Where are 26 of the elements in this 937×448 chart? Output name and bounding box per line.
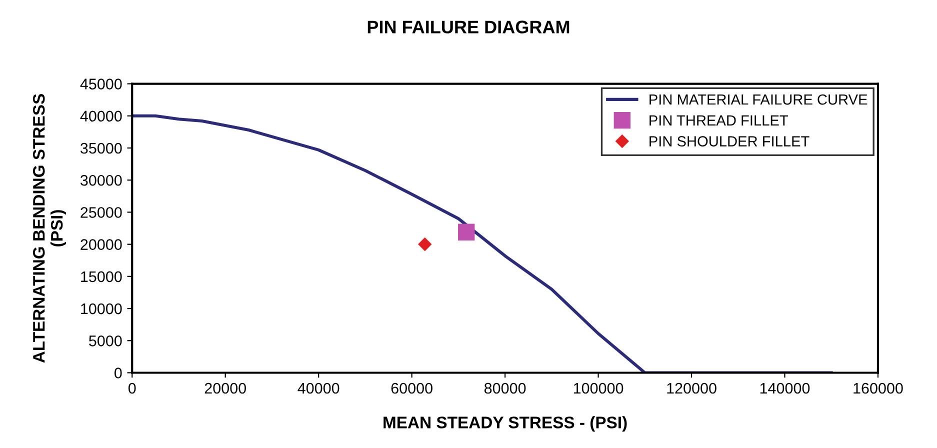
y-tick-label: 30000 — [80, 174, 122, 186]
y-axis-title: ALTERNATING BENDING STRESS (PSI) — [32, 94, 66, 363]
line-series — [132, 114, 833, 373]
y-tick-label: 15000 — [81, 271, 122, 282]
legend-label: PIN MATERIAL FAILURE CURVE — [650, 94, 868, 105]
y-tick-label: 0 — [114, 368, 122, 378]
x-tick-label: 120000 — [667, 382, 716, 394]
y-tick-label: 5000 — [89, 335, 122, 346]
y-tick-label: 10000 — [81, 303, 122, 314]
y-tick-label: 40000 — [80, 110, 122, 122]
x-tick-label: 140000 — [760, 382, 810, 394]
x-tick-label: 0 — [128, 382, 136, 394]
y-tick-label: 45000 — [80, 78, 122, 90]
x-tick-label: 40000 — [298, 382, 340, 394]
x-tick-label: 60000 — [391, 382, 432, 394]
x-tick-label: 100000 — [574, 382, 624, 394]
legend-label: PIN SHOULDER FILLET — [650, 136, 810, 146]
x-tick-label: 20000 — [204, 382, 246, 394]
y-tick-label: 25000 — [80, 207, 122, 218]
x-axis-title: MEAN STEADY STRESS - (PSI) — [384, 416, 627, 432]
y-tick-label: 20000 — [80, 239, 122, 250]
chart-title: PIN FAILURE DIAGRAM — [368, 20, 570, 34]
legend-label: PIN THREAD FILLET — [650, 115, 788, 126]
x-tick-label: 160000 — [854, 382, 903, 394]
x-tick-label: 80000 — [484, 382, 526, 394]
y-tick-label: 35000 — [80, 142, 122, 154]
